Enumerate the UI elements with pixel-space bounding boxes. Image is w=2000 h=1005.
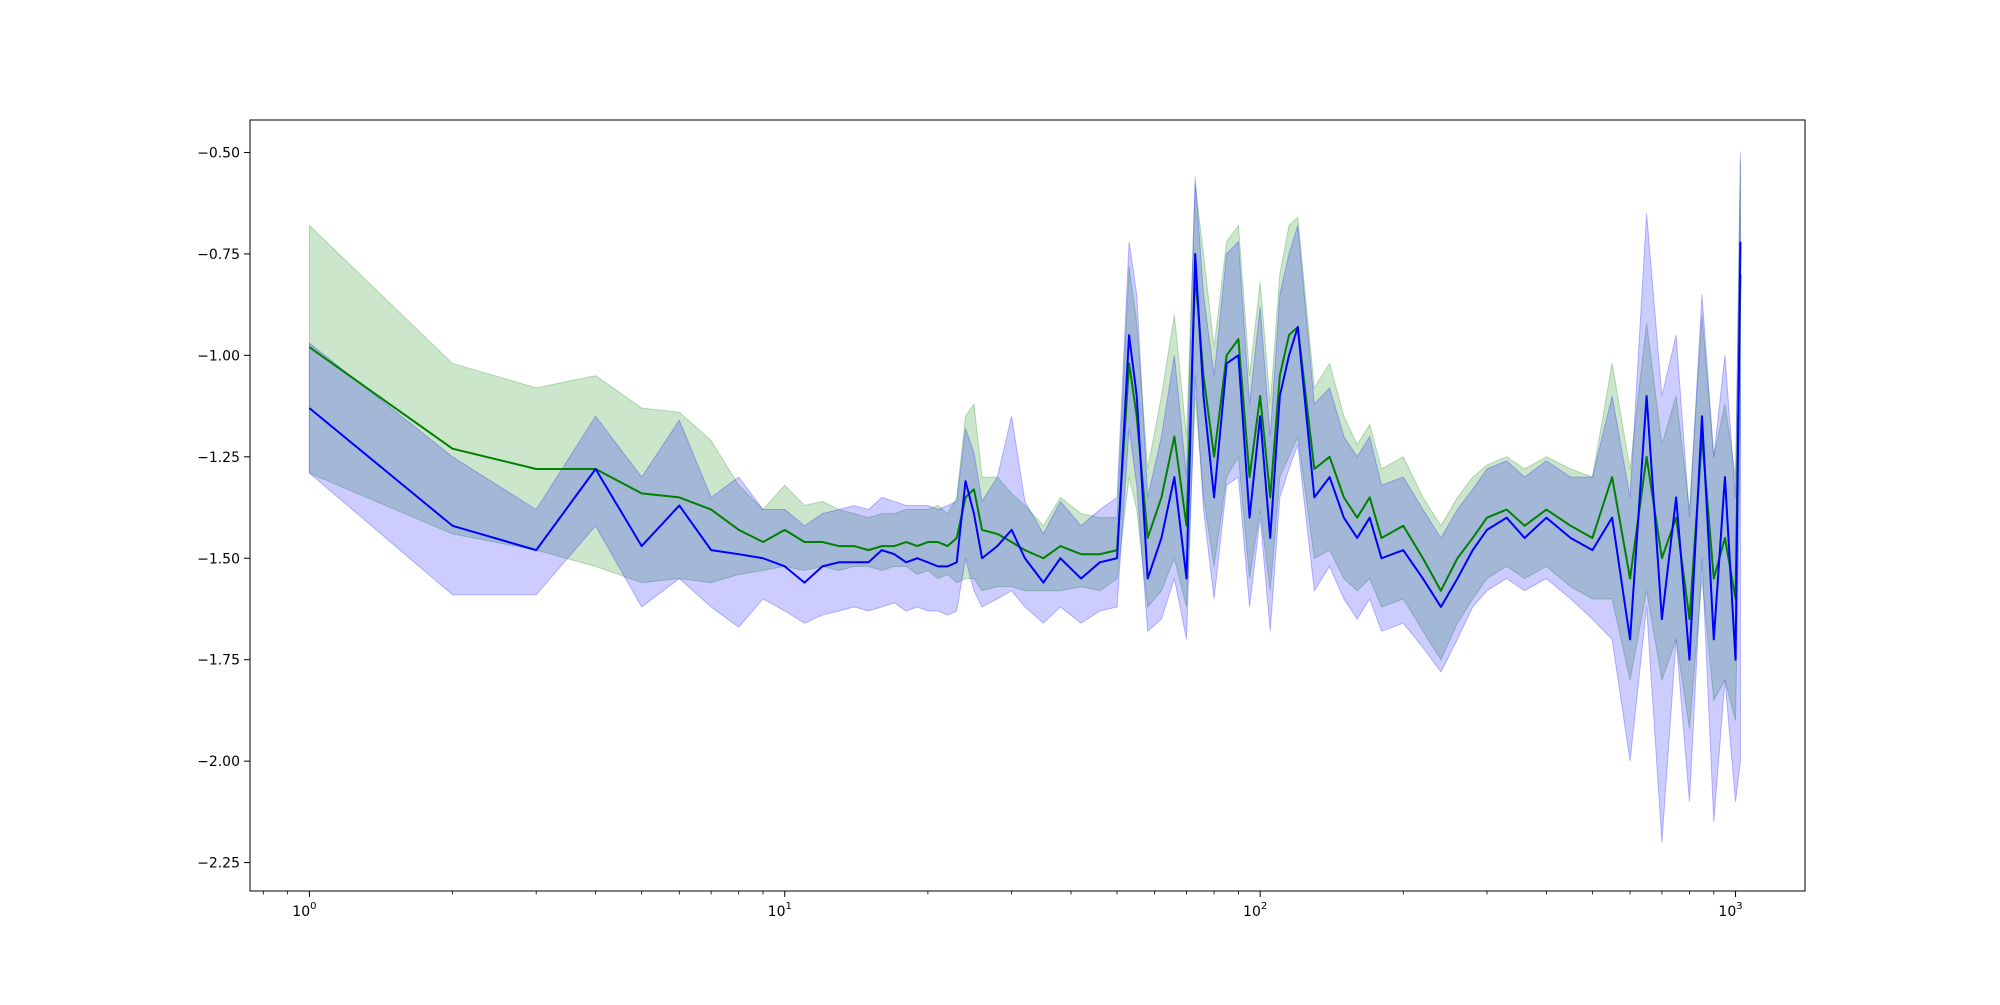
series-0-band — [308, 160, 1741, 729]
y-tick-label-1: −0.75 — [197, 247, 240, 263]
x-tick-label-0: 100 — [292, 901, 316, 920]
y-tick-label-7: −2.25 — [197, 856, 240, 872]
series-1-band — [308, 152, 1741, 843]
plot-frame — [249, 119, 1806, 892]
series-lines — [308, 241, 1742, 661]
y-tick-label-5: −1.75 — [197, 653, 240, 669]
plot-background — [250, 120, 1805, 891]
series-1-line — [308, 241, 1742, 661]
x-axis: 100 101 102 103 — [262, 891, 1743, 920]
y-tick-label-6: −2.00 — [197, 754, 240, 770]
y-tick-label-2: −1.00 — [197, 348, 240, 364]
x-tick-label-2: 102 — [1243, 901, 1267, 920]
y-tick-label-0: −0.50 — [197, 145, 240, 161]
y-axis: −0.50 −0.75 −1.00 −1.25 −1.50 −1.75 −2.00 −2.25 — [197, 145, 250, 872]
y-tick-label-4: −1.50 — [197, 551, 240, 567]
series-0-line — [308, 273, 1742, 621]
x-tick-label-1: 101 — [768, 901, 792, 920]
x-tick-label-3: 103 — [1718, 901, 1742, 920]
y-tick-label-3: −1.25 — [197, 450, 240, 466]
confidence-bands — [308, 152, 1741, 843]
